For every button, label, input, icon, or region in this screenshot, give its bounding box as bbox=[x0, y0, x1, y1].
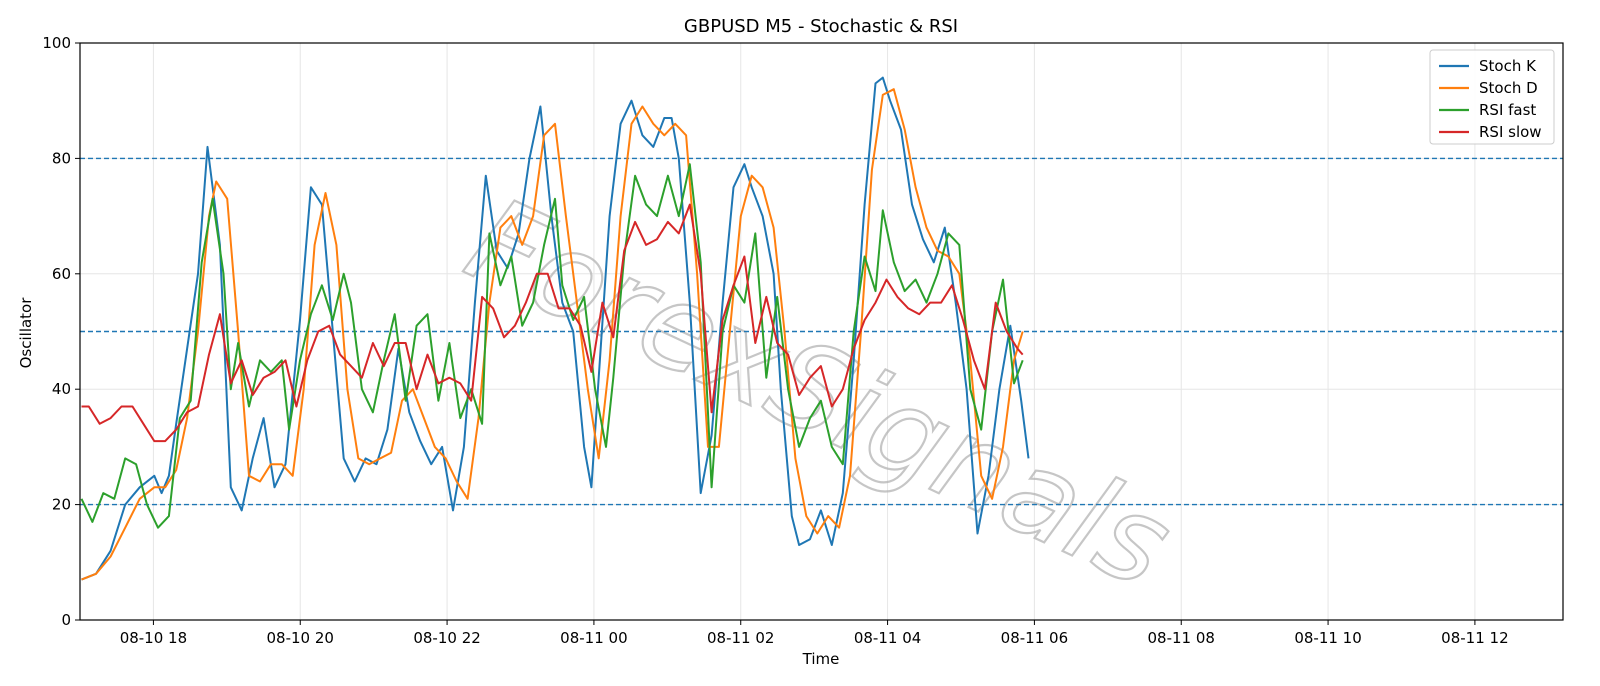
series-line-rsi-fast bbox=[80, 163, 1024, 529]
series-line-rsi-slow bbox=[81, 203, 1024, 443]
legend-label-stoch-d: Stoch D bbox=[1479, 79, 1538, 97]
series-line-stoch-k bbox=[81, 76, 1030, 581]
x-tick-label-0: 08-10 18 bbox=[120, 629, 187, 647]
legend-box bbox=[1429, 49, 1555, 145]
y-tick-label-5: 100 bbox=[42, 34, 71, 52]
series-line-stoch-d bbox=[81, 88, 1024, 581]
x-axis-label: Time bbox=[802, 650, 840, 668]
y-axis-ticks: 0 20 40 60 80 100 bbox=[42, 34, 80, 629]
x-tick-label-9: 08-11 12 bbox=[1441, 629, 1508, 647]
x-tick-label-2: 08-10 22 bbox=[413, 629, 480, 647]
y-tick-label-2: 40 bbox=[52, 380, 71, 398]
y-tick-label-4: 80 bbox=[52, 149, 71, 167]
x-axis-ticks: 08-10 18 08-10 20 08-10 22 08-11 00 08-11 02… bbox=[120, 620, 1509, 647]
legend: Stoch K Stoch D RSI fast RSI slow bbox=[1429, 49, 1555, 145]
x-tick-label-8: 08-11 10 bbox=[1294, 629, 1361, 647]
x-tick-label-6: 08-11 06 bbox=[1001, 629, 1068, 647]
series-lines bbox=[80, 76, 1030, 581]
legend-label-rsi-slow: RSI slow bbox=[1479, 123, 1542, 141]
y-axis-label: Oscillator bbox=[17, 297, 35, 369]
legend-label-stoch-k: Stoch K bbox=[1479, 57, 1537, 75]
y-tick-label-0: 0 bbox=[61, 611, 71, 629]
plot-frame bbox=[79, 42, 1564, 621]
threshold-lines bbox=[80, 157, 1563, 506]
legend-label-rsi-fast: RSI fast bbox=[1479, 101, 1536, 119]
x-tick-label-5: 08-11 04 bbox=[854, 629, 921, 647]
x-tick-label-4: 08-11 02 bbox=[707, 629, 774, 647]
x-tick-label-3: 08-11 00 bbox=[560, 629, 627, 647]
y-tick-label-1: 20 bbox=[52, 496, 71, 514]
chart-title: GBPUSD M5 - Stochastic & RSI bbox=[684, 16, 958, 37]
x-tick-label-7: 08-11 08 bbox=[1148, 629, 1215, 647]
x-tick-label-1: 08-10 20 bbox=[267, 629, 334, 647]
y-tick-label-3: 60 bbox=[52, 265, 71, 283]
